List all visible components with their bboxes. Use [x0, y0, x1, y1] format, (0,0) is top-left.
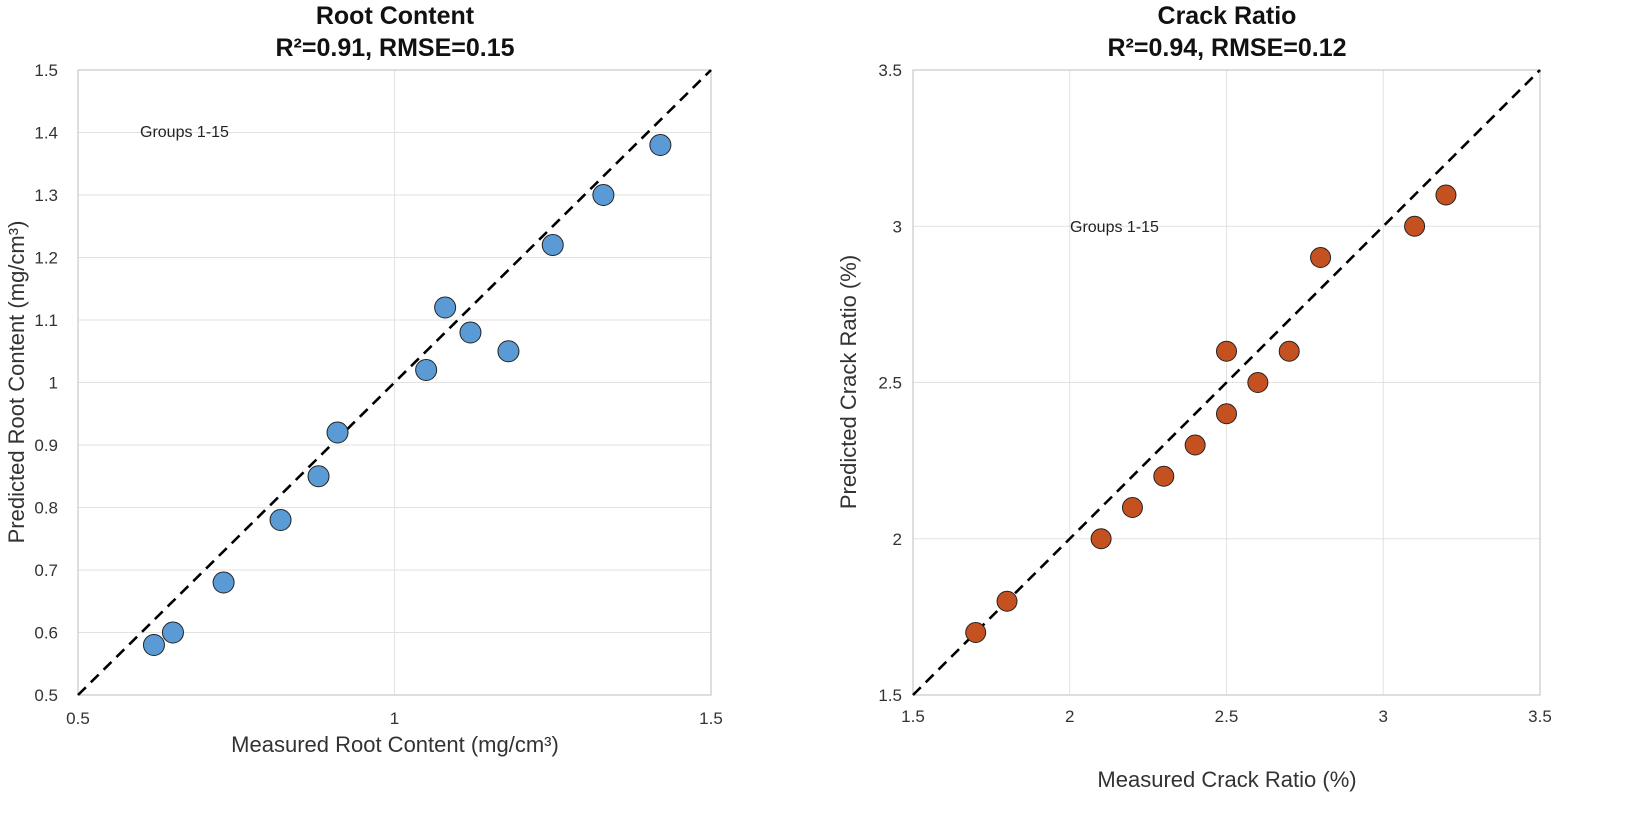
data-point	[592, 184, 615, 206]
data-point	[415, 359, 438, 381]
x-tick-label: 1	[390, 709, 399, 728]
data-point	[142, 634, 165, 656]
data-point	[541, 234, 564, 256]
y-tick-label: 3.5	[878, 61, 902, 80]
y-tick-label: 0.9	[34, 436, 58, 455]
chart-subtitle: R²=0.91, RMSE=0.15	[275, 34, 514, 62]
crack-ratio-chart: Crack Ratio R²=0.94, RMSE=0.12 1.5 2 2.5 3 3…	[836, 2, 1552, 792]
root-content-chart: Root Content R²=0.91, RMSE=0.15 0.5 1 1.5 …	[4, 2, 723, 757]
x-tick-labels: 0.5 1 1.5	[66, 709, 723, 728]
identity-line	[912, 69, 1541, 696]
x-tick-label: 2.5	[1215, 707, 1239, 726]
data-point	[212, 571, 235, 594]
y-tick-labels: 1.5 2 2.5 3 3.5	[878, 61, 902, 705]
y-tick-label: 2	[893, 530, 902, 549]
x-tick-label: 3.5	[1528, 707, 1552, 726]
x-tick-label: 1.5	[901, 707, 925, 726]
y-tick-label: 0.5	[34, 686, 58, 705]
x-tick-label: 1.5	[699, 709, 723, 728]
data-point	[1090, 528, 1112, 550]
chart-title: Root Content	[316, 2, 475, 30]
identity-line	[77, 69, 712, 696]
data-point	[1278, 340, 1300, 362]
y-tick-label: 0.6	[34, 624, 58, 643]
chart-subtitle: R²=0.94, RMSE=0.12	[1107, 34, 1346, 62]
x-tick-labels: 1.5 2 2.5 3 3.5	[901, 707, 1552, 726]
data-point	[1216, 403, 1237, 425]
y-tick-label: 1.4	[34, 124, 58, 143]
data-point	[649, 134, 672, 156]
data-point	[326, 421, 349, 444]
y-tick-label: 3	[893, 217, 902, 236]
plot-frame	[77, 69, 712, 696]
data-point	[459, 321, 482, 344]
x-axis-label: Measured Root Content (mg/cm³)	[231, 732, 559, 757]
y-tick-label: 0.8	[34, 499, 58, 518]
groups-annotation: Groups 1-15	[140, 124, 229, 141]
data-point	[1184, 434, 1206, 456]
y-tick-label: 1.1	[34, 311, 58, 330]
data-point	[1435, 184, 1457, 206]
data-point	[269, 509, 292, 531]
chart-title: Crack Ratio	[1158, 2, 1297, 30]
y-tick-label: 2.5	[878, 374, 902, 393]
x-tick-label: 3	[1379, 707, 1388, 726]
data-point	[1153, 465, 1175, 487]
data-point	[497, 340, 520, 363]
data-points	[142, 134, 672, 656]
data-point	[161, 621, 184, 644]
y-tick-label: 1.2	[34, 249, 58, 268]
data-point	[307, 465, 330, 488]
groups-annotation: Groups 1-15	[1070, 219, 1159, 236]
y-tick-labels: 0.5 0.6 0.7 0.8 0.9 1 1.1 1.2 1.3 1.4 1.5	[34, 61, 58, 705]
y-tick-label: 1.5	[878, 686, 902, 705]
data-point	[1216, 340, 1237, 362]
data-point	[965, 622, 987, 643]
data-point	[1310, 247, 1332, 268]
x-tick-label: 2	[1065, 707, 1074, 726]
y-axis-label: Predicted Crack Ratio (%)	[836, 255, 861, 509]
data-points	[965, 184, 1457, 643]
plot-frame	[912, 69, 1541, 696]
data-point	[1247, 372, 1269, 393]
y-tick-label: 1	[49, 374, 58, 393]
data-point	[1121, 497, 1143, 518]
y-tick-label: 1.3	[34, 186, 58, 205]
x-axis-label: Measured Crack Ratio (%)	[1097, 767, 1356, 792]
y-tick-label: 1.5	[34, 61, 58, 80]
data-point	[1404, 215, 1426, 237]
data-point	[434, 296, 457, 319]
y-axis-label: Predicted Root Content (mg/cm³)	[4, 221, 29, 544]
x-tick-label: 0.5	[66, 709, 90, 728]
y-tick-label: 0.7	[34, 561, 58, 580]
data-point	[996, 590, 1018, 612]
